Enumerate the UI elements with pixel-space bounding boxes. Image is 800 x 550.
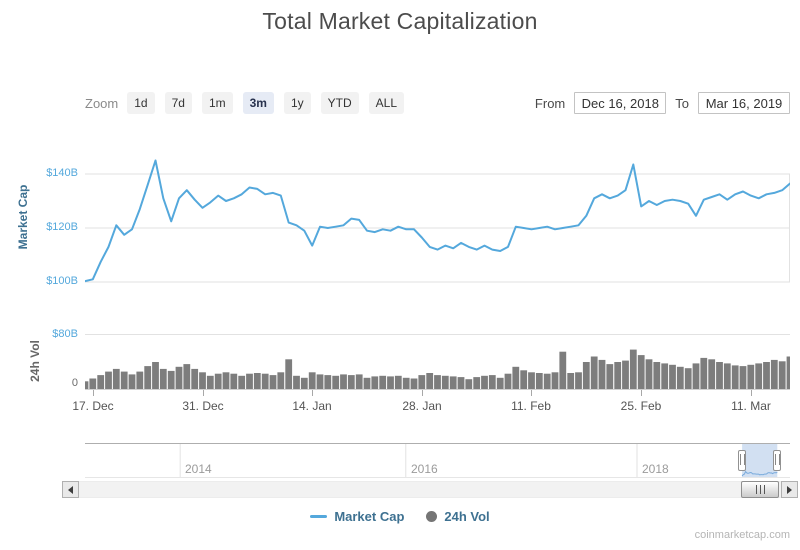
scrollbar-left-arrow[interactable] [62,481,79,498]
yaxis-label-80b: $80B [52,328,78,340]
yaxis-label-0: 0 [71,377,78,389]
navigator-year-label: 2014 [185,462,212,476]
xaxis-label: 14. Jan [292,399,332,413]
handle-grip-icon [739,454,745,465]
handle-grip-icon [774,454,780,465]
yaxis-label-120b: $120B [46,221,78,233]
scrollbar-track[interactable] [79,481,781,498]
navigator-handle-left[interactable] [738,450,746,471]
xaxis-tick [93,390,94,396]
legend-item-market-cap[interactable]: Market Cap [310,509,404,524]
legend-label-market-cap: Market Cap [334,509,405,524]
page-title: Total Market Capitalization [262,8,538,34]
from-label: From [534,95,566,111]
watermark: coinmarketcap.com [694,529,790,541]
navigator-handle-right[interactable] [773,450,781,471]
xaxis-label: 25. Feb [620,399,662,413]
scrollbar-right-arrow[interactable] [781,481,798,498]
navigator-year-label: 2018 [642,462,669,476]
zoom-label: Zoom [85,95,119,111]
thumb-grip-icon [755,485,765,494]
line-marker-icon [310,515,328,518]
legend: Market Cap 24h Vol [0,509,800,524]
zoom-button-all[interactable]: ALL [368,92,405,114]
scrollbar [62,481,798,498]
market-cap-chart[interactable] [85,150,790,302]
legend-item-24h-vol[interactable]: 24h Vol [426,509,490,524]
xaxis-tick [641,390,642,396]
left-arrow-icon [68,486,73,494]
scrollbar-thumb[interactable] [741,481,779,498]
volume-axis-title: 24h Vol [28,340,42,382]
circle-marker-icon [426,511,438,522]
legend-label-24h-vol: 24h Vol [444,509,490,524]
xaxis-tick [531,390,532,396]
zoom-button-1m[interactable]: 1m [201,92,233,114]
xaxis-label: 31. Dec [182,399,224,413]
yaxis-label-100b: $100B [46,275,78,287]
xaxis-tick [422,390,423,396]
yaxis-label-140b: $140B [46,167,78,179]
xaxis-label: 28. Jan [402,399,442,413]
navigator-year-label: 2016 [411,462,438,476]
zoom-button-3m[interactable]: 3m [242,92,274,114]
market-cap-axis-title: Market Cap [16,184,30,250]
to-date-input[interactable] [698,92,790,114]
navigator[interactable] [85,443,790,478]
volume-chart[interactable] [85,332,790,392]
zoom-button-1d[interactable]: 1d [127,92,155,114]
toolbar: Zoom 1d 7d 1m 3m 1y YTD ALL From To [85,91,790,115]
xaxis-tick [203,390,204,396]
xaxis-label: 17. Dec [72,399,114,413]
zoom-button-ytd[interactable]: YTD [320,92,359,114]
xaxis-tick [312,390,313,396]
zoom-button-1y[interactable]: 1y [283,92,311,114]
xaxis-tick [751,390,752,396]
zoom-button-7d[interactable]: 7d [164,92,192,114]
to-label: To [675,95,689,111]
right-arrow-icon [787,486,792,494]
xaxis-label: 11. Feb [511,399,551,413]
from-date-input[interactable] [574,92,667,114]
xaxis-label: 11. Mar [731,399,771,413]
